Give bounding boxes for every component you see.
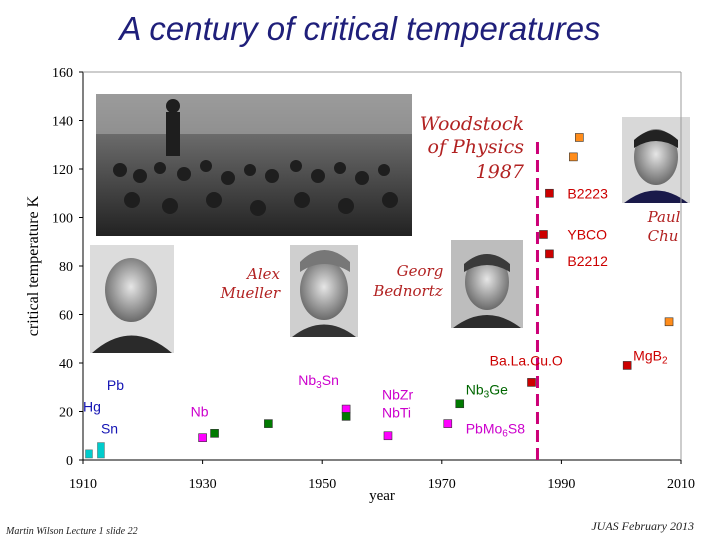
data-point: [664, 317, 674, 327]
data-point: [569, 152, 578, 162]
y-tick-label: 0: [66, 454, 73, 469]
svg-text:Georg: Georg: [397, 262, 444, 280]
data-point: [341, 412, 351, 421]
x-tick-labels: 1910 1930 1950 1970 1990 2010: [69, 460, 695, 492]
material-label: NbTi: [382, 405, 411, 421]
material-label: Nb: [191, 404, 209, 420]
material-label: Pb: [107, 377, 124, 393]
x-tick-label: 1910: [69, 477, 97, 492]
svg-text:Paul: Paul: [647, 208, 681, 226]
chu-caption: Paul Chu: [647, 208, 681, 245]
svg-text:Alex: Alex: [245, 265, 281, 283]
svg-text:of Physics: of Physics: [428, 136, 525, 158]
data-point: [622, 361, 632, 370]
x-tick-label: 1930: [189, 477, 217, 492]
x-tick-label: 1950: [308, 477, 336, 492]
material-label: NbZr: [382, 387, 413, 403]
woodstock-caption: Woodstock of Physics 1987: [420, 113, 525, 183]
bednorz-photo: [290, 245, 358, 337]
svg-text:Woodstock: Woodstock: [420, 113, 524, 135]
data-point: [539, 230, 548, 239]
data-point: [545, 188, 554, 198]
data-point: [443, 419, 453, 428]
woodstock-photo: [96, 94, 412, 236]
mueller-caption: Alex Mueller: [219, 265, 280, 302]
x-tick-label: 1990: [547, 477, 575, 492]
slide-title: A century of critical temperatures: [119, 10, 601, 47]
y-tick-label: 120: [52, 163, 73, 178]
data-point: [455, 399, 465, 409]
data-point: [210, 429, 219, 438]
material-label: Ba.La.Cu.O: [490, 353, 563, 369]
data-points: [85, 133, 674, 459]
x-axis-label: year: [369, 488, 395, 504]
footer-right: JUAS February 2013: [591, 519, 694, 533]
x-tick-label: 2010: [667, 477, 695, 492]
data-point: [575, 133, 584, 142]
material-label: Nb3Ge: [466, 382, 508, 401]
y-tick-label: 140: [52, 115, 73, 130]
data-point: [545, 249, 554, 259]
data-point: [85, 449, 93, 459]
mueller-photo: [90, 245, 174, 353]
y-tick-label: 40: [59, 357, 73, 372]
x-tick-label: 1970: [428, 477, 456, 492]
material-label: B2212: [567, 253, 608, 269]
data-point: [341, 404, 351, 414]
data-point: [198, 433, 207, 442]
svg-text:Chu: Chu: [648, 227, 679, 245]
y-tick-label: 100: [52, 212, 73, 227]
footer-left: Martin Wilson Lecture 1 slide 22: [6, 526, 138, 537]
material-label: Sn: [101, 420, 118, 436]
paul-chu-photo: [622, 117, 690, 203]
y-tick-labels: 0 20 40 60 80 100 120 140 160: [52, 66, 83, 469]
data-point: [383, 431, 393, 441]
y-tick-label: 60: [59, 309, 73, 324]
material-label: YBCO: [567, 226, 607, 242]
svg-text:1987: 1987: [476, 161, 525, 183]
material-label: B2223: [567, 185, 608, 201]
y-tick-label: 20: [59, 406, 73, 421]
material-label: Hg: [83, 399, 101, 415]
material-label: MgB2: [633, 348, 668, 367]
data-point: [527, 378, 536, 387]
y-tick-label: 80: [59, 260, 73, 275]
material-label: PbMo6S8: [466, 420, 525, 439]
svg-text:Bednortz: Bednortz: [372, 282, 442, 300]
y-tick-label: 160: [52, 66, 73, 81]
material-label: Nb3Sn: [298, 372, 339, 391]
y-axis-label: critical temperature K: [25, 195, 42, 336]
bednorz-caption: Georg Bednortz: [372, 262, 443, 300]
data-point: [97, 442, 105, 459]
chu-photo: [451, 240, 523, 328]
svg-text:Mueller: Mueller: [219, 284, 280, 302]
data-point: [264, 419, 273, 428]
